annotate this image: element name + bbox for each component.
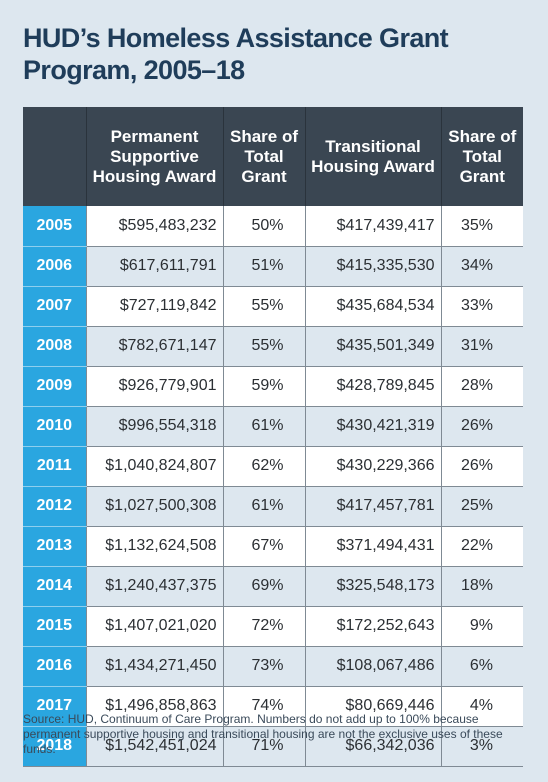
psh-award-cell: $1,240,437,375 xyxy=(85,566,223,607)
psh-award-cell: $996,554,318 xyxy=(85,406,223,447)
th-award-cell: $66,342,036 xyxy=(304,726,441,767)
year-cell: 2017 xyxy=(23,686,86,727)
header-th-award: Transitional Housing Award xyxy=(304,107,441,206)
psh-award-cell: $1,496,858,863 xyxy=(85,686,223,727)
psh-share-cell: 72% xyxy=(222,606,305,647)
th-award-cell: $417,439,417 xyxy=(304,206,441,247)
header-year xyxy=(23,107,86,206)
th-share-cell: 28% xyxy=(440,366,523,407)
th-share-cell: 4% xyxy=(440,686,523,727)
chart-title: HUD’s Homeless Assistance Grant Program,… xyxy=(23,23,449,85)
table-row: 2006 $617,611,791 51% $415,335,530 34% xyxy=(23,246,523,287)
source-note: Source: HUD, Continuum of Care Program. … xyxy=(23,712,503,756)
header-psh-award: Permanent Supportive Housing Award xyxy=(85,107,223,206)
psh-share-cell: 51% xyxy=(222,246,305,287)
th-award-cell: $415,335,530 xyxy=(304,246,441,287)
th-share-cell: 35% xyxy=(440,206,523,247)
th-award-cell: $430,421,319 xyxy=(304,406,441,447)
table-row: 2011 $1,040,824,807 62% $430,229,366 26% xyxy=(23,446,523,487)
psh-share-cell: 55% xyxy=(222,326,305,367)
year-cell: 2007 xyxy=(23,286,86,327)
year-cell: 2016 xyxy=(23,646,86,687)
th-share-cell: 25% xyxy=(440,486,523,527)
th-award-cell: $428,789,845 xyxy=(304,366,441,407)
th-share-cell: 26% xyxy=(440,406,523,447)
th-award-cell: $435,501,349 xyxy=(304,326,441,367)
table-row: 2016 $1,434,271,450 73% $108,067,486 6% xyxy=(23,646,523,687)
psh-share-cell: 73% xyxy=(222,646,305,687)
table-row: 2012 $1,027,500,308 61% $417,457,781 25% xyxy=(23,486,523,527)
th-award-cell: $417,457,781 xyxy=(304,486,441,527)
psh-award-cell: $782,671,147 xyxy=(85,326,223,367)
table-row: 2009 $926,779,901 59% $428,789,845 28% xyxy=(23,366,523,407)
th-share-cell: 6% xyxy=(440,646,523,687)
psh-award-cell: $1,434,271,450 xyxy=(85,646,223,687)
th-share-cell: 22% xyxy=(440,526,523,567)
psh-share-cell: 67% xyxy=(222,526,305,567)
table-row: 2007 $727,119,842 55% $435,684,534 33% xyxy=(23,286,523,327)
th-award-cell: $371,494,431 xyxy=(304,526,441,567)
table-row: 2018 $1,542,451,024 71% $66,342,036 3% xyxy=(23,726,523,767)
psh-share-cell: 61% xyxy=(222,486,305,527)
th-award-cell: $435,684,534 xyxy=(304,286,441,327)
psh-award-cell: $1,132,624,508 xyxy=(85,526,223,567)
year-cell: 2011 xyxy=(23,446,86,487)
psh-award-cell: $1,040,824,807 xyxy=(85,446,223,487)
year-cell: 2008 xyxy=(23,326,86,367)
year-cell: 2015 xyxy=(23,606,86,647)
psh-share-cell: 71% xyxy=(222,726,305,767)
table-header: Permanent Supportive Housing Award Share… xyxy=(23,107,523,206)
year-cell: 2006 xyxy=(23,246,86,287)
psh-award-cell: $926,779,901 xyxy=(85,366,223,407)
th-share-cell: 18% xyxy=(440,566,523,607)
table-row: 2017 $1,496,858,863 74% $80,669,446 4% xyxy=(23,686,523,727)
th-share-cell: 31% xyxy=(440,326,523,367)
psh-share-cell: 69% xyxy=(222,566,305,607)
psh-share-cell: 59% xyxy=(222,366,305,407)
th-award-cell: $325,548,173 xyxy=(304,566,441,607)
th-share-cell: 26% xyxy=(440,446,523,487)
table-row: 2008 $782,671,147 55% $435,501,349 31% xyxy=(23,326,523,367)
year-cell: 2013 xyxy=(23,526,86,567)
year-cell: 2005 xyxy=(23,206,86,247)
table-row: 2005 $595,483,232 50% $417,439,417 35% xyxy=(23,206,523,247)
table-row: 2013 $1,132,624,508 67% $371,494,431 22% xyxy=(23,526,523,567)
th-share-cell: 33% xyxy=(440,286,523,327)
th-share-cell: 3% xyxy=(440,726,523,767)
header-psh-share: Share of Total Grant xyxy=(222,107,305,206)
th-share-cell: 34% xyxy=(440,246,523,287)
year-cell: 2018 xyxy=(23,726,86,767)
psh-award-cell: $1,407,021,020 xyxy=(85,606,223,647)
th-award-cell: $80,669,446 xyxy=(304,686,441,727)
psh-share-cell: 74% xyxy=(222,686,305,727)
th-share-cell: 9% xyxy=(440,606,523,647)
table-body: 2005 $595,483,232 50% $417,439,417 35% 2006 $6… xyxy=(23,206,523,767)
header-th-share: Share of Total Grant xyxy=(440,107,523,206)
year-cell: 2012 xyxy=(23,486,86,527)
psh-share-cell: 62% xyxy=(222,446,305,487)
th-award-cell: $172,252,643 xyxy=(304,606,441,647)
year-cell: 2010 xyxy=(23,406,86,447)
table-row: 2015 $1,407,021,020 72% $172,252,643 9% xyxy=(23,606,523,647)
psh-award-cell: $617,611,791 xyxy=(85,246,223,287)
psh-share-cell: 50% xyxy=(222,206,305,247)
year-cell: 2014 xyxy=(23,566,86,607)
psh-share-cell: 55% xyxy=(222,286,305,327)
psh-share-cell: 61% xyxy=(222,406,305,447)
th-award-cell: $430,229,366 xyxy=(304,446,441,487)
psh-award-cell: $727,119,842 xyxy=(85,286,223,327)
th-award-cell: $108,067,486 xyxy=(304,646,441,687)
year-cell: 2009 xyxy=(23,366,86,407)
psh-award-cell: $1,542,451,024 xyxy=(85,726,223,767)
header-row: Permanent Supportive Housing Award Share… xyxy=(23,107,523,206)
table-row: 2010 $996,554,318 61% $430,421,319 26% xyxy=(23,406,523,447)
psh-award-cell: $1,027,500,308 xyxy=(85,486,223,527)
psh-award-cell: $595,483,232 xyxy=(85,206,223,247)
grant-table: Permanent Supportive Housing Award Share… xyxy=(23,107,523,767)
table-row: 2014 $1,240,437,375 69% $325,548,173 18% xyxy=(23,566,523,607)
